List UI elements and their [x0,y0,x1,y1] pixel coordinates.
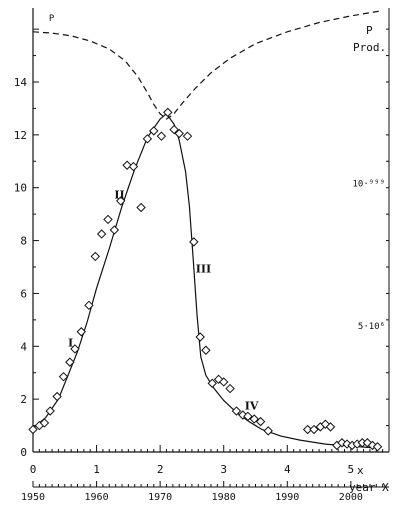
data-point [255,416,266,427]
data-point [182,131,193,141]
data-point [207,378,217,388]
data-point [90,251,101,262]
year-tick-label: 2000 [339,492,363,503]
annotation: II [114,188,124,201]
data-point [28,424,38,435]
y-tick-label: 6 [20,287,27,300]
year-tick-label: 1970 [148,492,172,503]
data-point [231,406,242,416]
data-point [163,107,173,118]
x-axis-title: x [357,464,364,477]
data-point [65,357,75,367]
data-point [149,126,159,136]
data-point [189,237,199,247]
data-point [169,124,179,135]
year-tick-label: 1960 [85,492,109,503]
data-point [70,344,80,354]
data-point [156,131,167,141]
y-tick-label: 0 [20,446,27,459]
dashed-curve-P [32,10,383,120]
y-tick-label: 4 [20,340,27,353]
annotation: P [49,14,55,24]
annotation: III [196,262,211,275]
x-tick-label: 1 [93,463,100,476]
data-point [136,202,146,213]
data-point [249,414,259,424]
data-point [128,161,139,172]
data-point [39,418,50,428]
right-axis-label: 10·⁹⁹⁹ [352,179,385,189]
data-point [96,229,107,239]
data-points [28,107,383,452]
data-point [76,327,87,337]
right-axis-title: P [366,24,373,37]
data-point [116,196,126,206]
data-point [52,391,62,402]
data-point [45,406,55,416]
data-point [372,442,383,452]
data-point [174,128,184,139]
data-point [103,214,113,225]
annotation: I [68,336,73,349]
y-tick-label: 2 [20,393,27,406]
plot-frame [32,8,390,488]
data-point [84,300,94,311]
y-tick-label: 10 [14,182,27,195]
y-tick-label: 14 [14,76,28,89]
data-point [325,422,336,432]
data-point [263,426,273,436]
right-axis-subtitle: Prod. [353,41,386,54]
annotation: IV [245,400,259,413]
data-point [243,411,253,422]
y-tick-label: 8 [20,235,27,248]
year-axis-title: year X [349,481,389,494]
x-tick-label: 5 [348,463,355,476]
data-point [201,345,211,355]
year-tick-label: 1950 [21,492,45,503]
right-axis-label: 5·10⁶ [358,322,385,332]
data-point [219,377,229,387]
data-point [195,332,205,342]
data-point [109,225,120,235]
year-tick-label: 1980 [212,492,236,503]
y-tick-label: 12 [14,129,27,142]
data-point [142,134,153,144]
curves [32,10,383,449]
x-tick-label: 3 [220,463,227,476]
fit-curve [32,112,377,449]
data-point [225,383,235,394]
data-point [309,424,319,435]
data-point [122,160,132,170]
data-point [58,371,69,382]
data-point [302,424,313,435]
x-tick-label: 4 [284,463,291,476]
x-tick-label: 2 [157,463,164,476]
year-tick-label: 1990 [275,492,299,503]
x-tick-label: 0 [30,463,37,476]
